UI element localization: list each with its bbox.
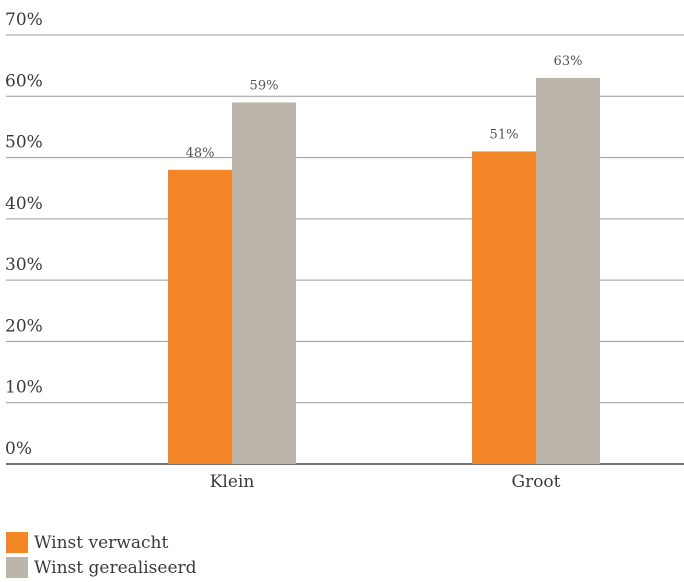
bars <box>168 77 600 465</box>
bar-groot-series-1 <box>536 77 600 465</box>
y-tick-label: 0% <box>5 439 32 459</box>
y-axis-tick-labels: 0% 10% 20% 30% 40% 50% 60% 70% <box>5 10 43 459</box>
y-tick-label: 60% <box>5 71 43 91</box>
y-tick-label: 20% <box>5 316 43 336</box>
data-label: 48% <box>186 146 215 161</box>
x-axis-category-labels: Klein Groot <box>210 472 561 492</box>
category-label-groot: Groot <box>511 472 560 492</box>
legend-item-winst-gerealiseerd: Winst gerealiseerd <box>6 555 197 580</box>
bar-klein-series-1 <box>232 102 296 465</box>
legend: Winst verwacht Winst gerealiseerd <box>6 530 197 580</box>
data-label: 63% <box>554 54 583 69</box>
data-label: 51% <box>490 127 519 142</box>
bar-klein-series-0 <box>168 169 232 465</box>
y-tick-label: 70% <box>5 10 43 30</box>
y-tick-label: 10% <box>5 378 43 398</box>
category-label-klein: Klein <box>210 472 255 492</box>
legend-label: Winst verwacht <box>34 532 169 553</box>
y-tick-label: 40% <box>5 194 43 214</box>
legend-label: Winst gerealiseerd <box>34 557 197 578</box>
legend-item-winst-verwacht: Winst verwacht <box>6 530 197 555</box>
legend-swatch-winst-gerealiseerd <box>6 557 28 578</box>
data-labels: 48% 59% 51% 63% <box>186 54 583 161</box>
bar-groot-series-0 <box>472 151 536 464</box>
legend-swatch-winst-verwacht <box>6 532 28 553</box>
y-tick-label: 50% <box>5 133 43 153</box>
y-tick-label: 30% <box>5 255 43 275</box>
data-label: 59% <box>250 78 279 93</box>
